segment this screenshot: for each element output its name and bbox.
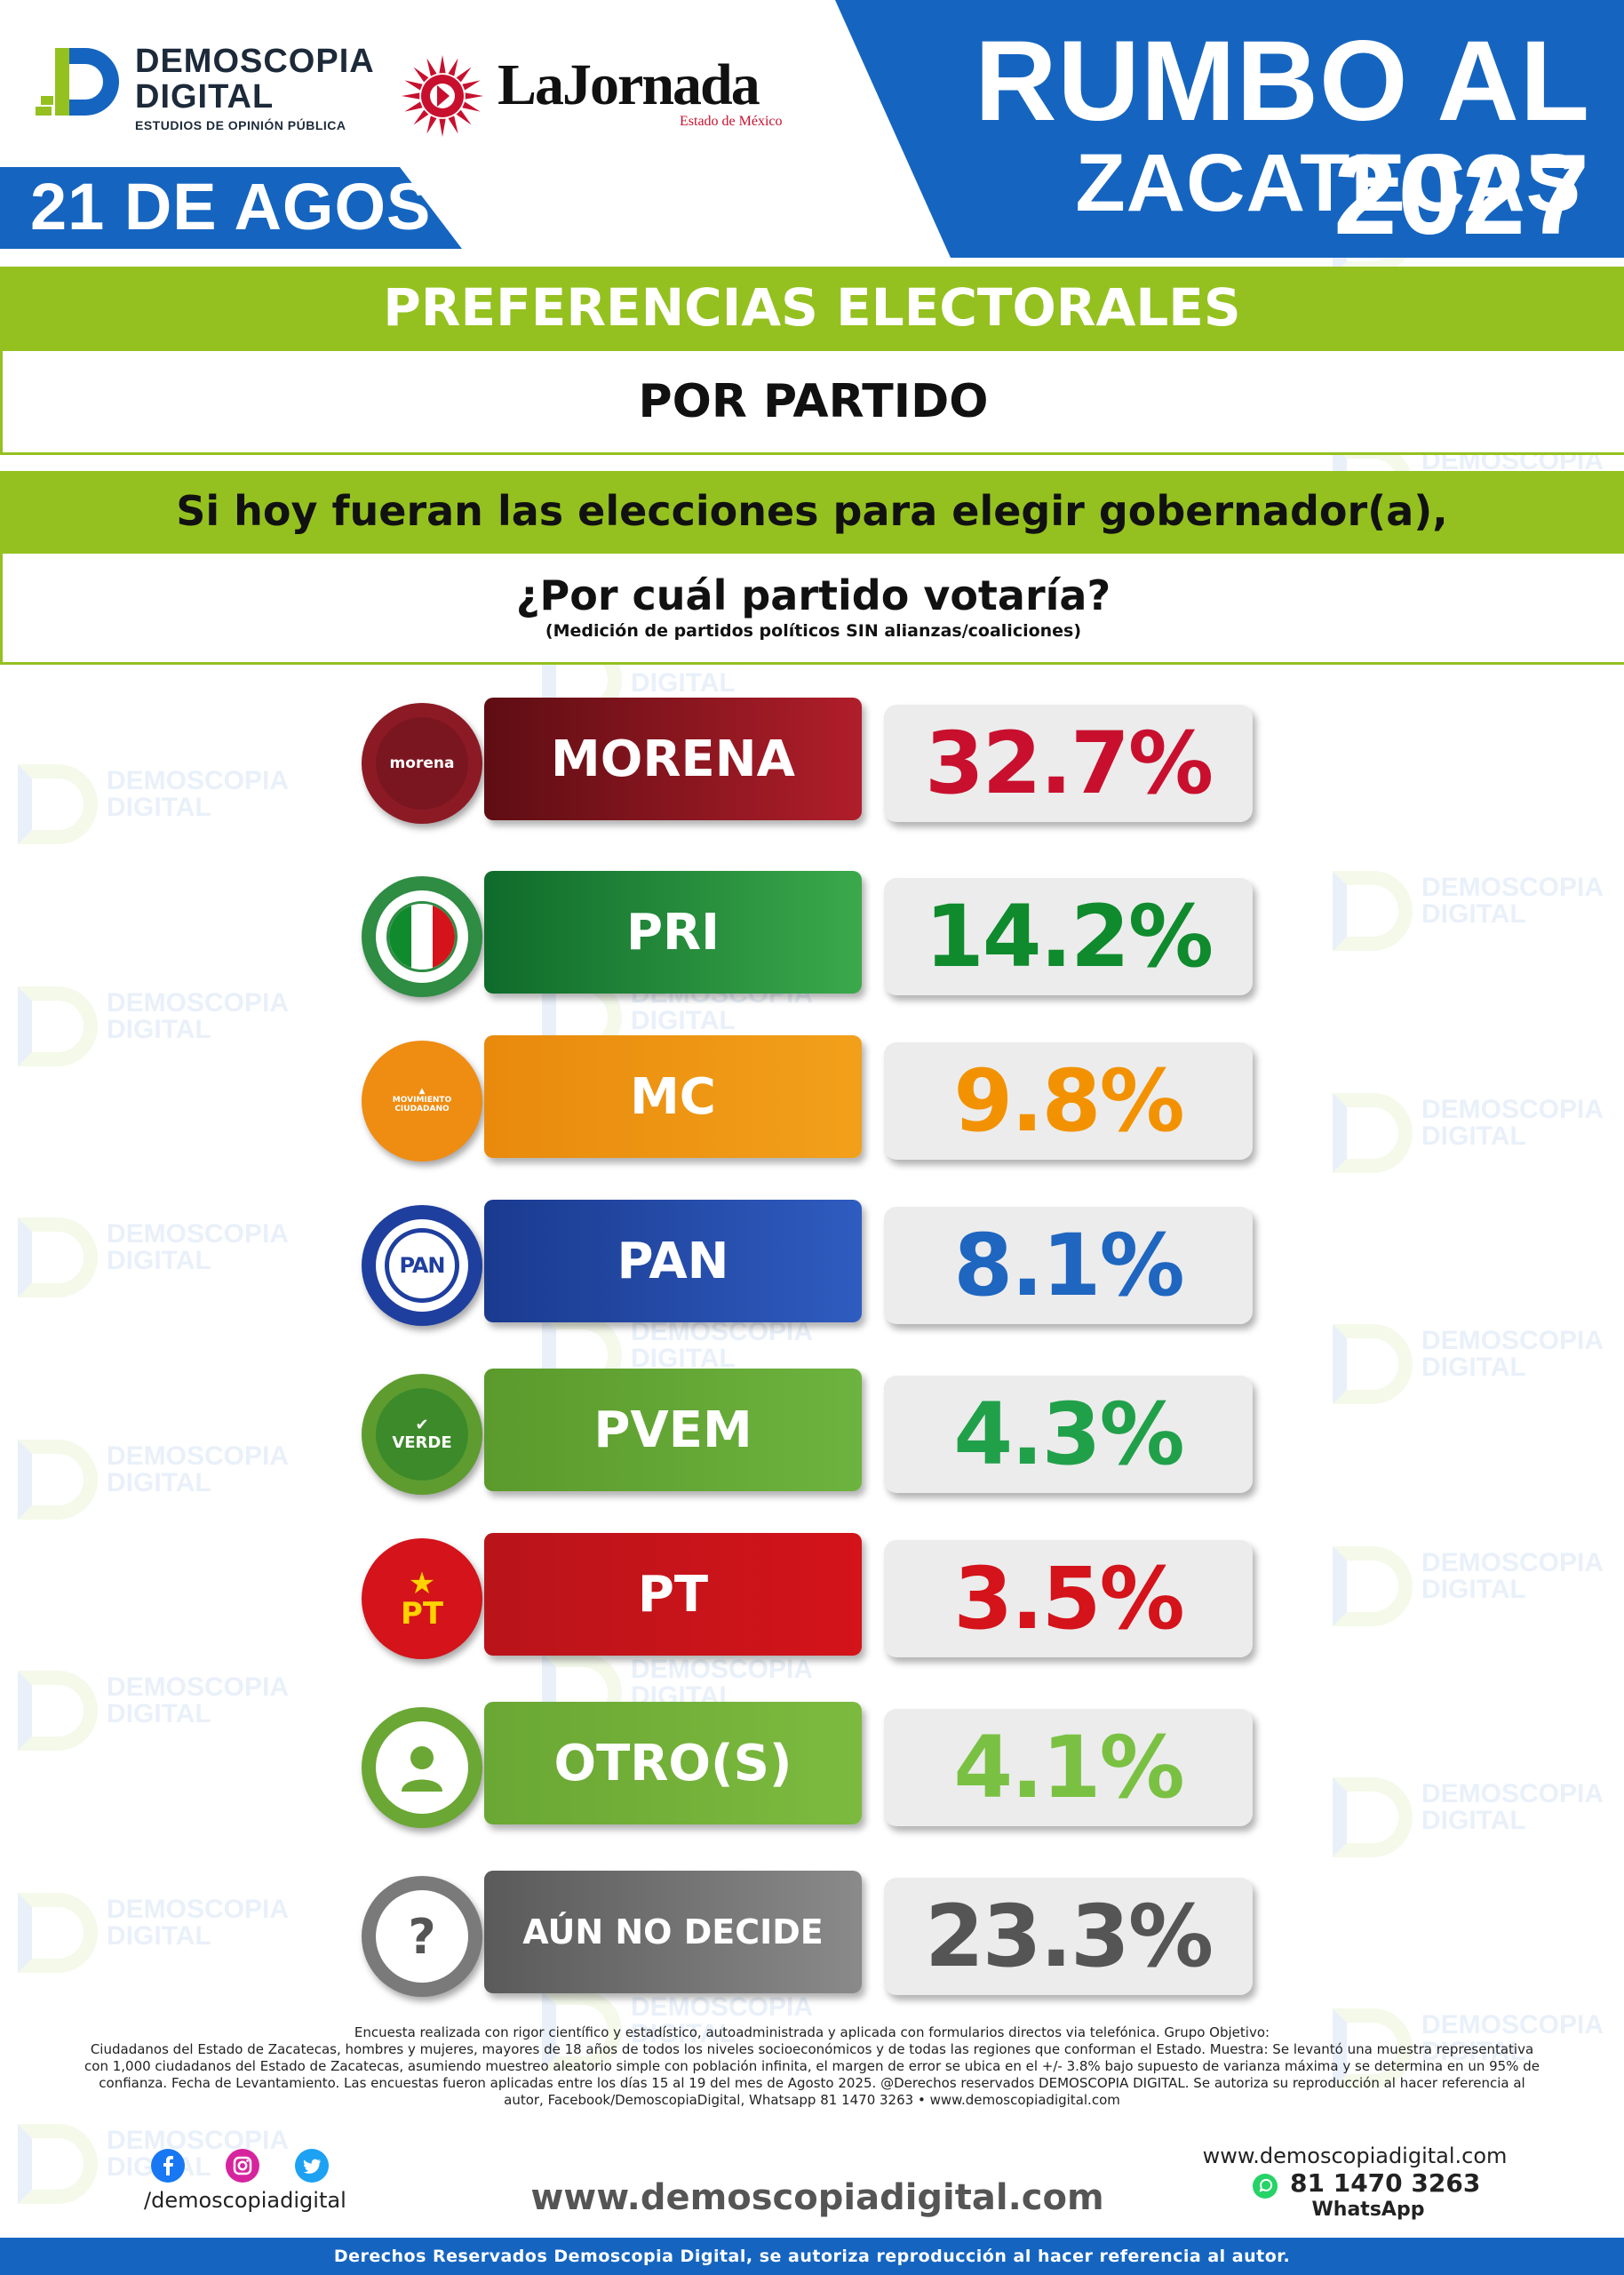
title-band: PREFERENCIAS ELECTORALES [0, 267, 1624, 348]
party-name-box: AÚN NO DECIDE [484, 1871, 862, 1993]
question-note: (Medición de partidos políticos SIN alia… [545, 621, 1082, 641]
party-row: PAN PAN 8.1% [0, 1200, 1624, 1329]
phone-number[interactable]: 81 1470 3263 [1290, 2168, 1481, 2198]
party-value-box: 8.1% [884, 1207, 1253, 1324]
methodology-note: Encuesta realizada con rigor científico … [36, 2024, 1588, 2109]
party-value-box: 23.3% [884, 1878, 1253, 1995]
party-name-box: MORENA [484, 698, 862, 820]
party-logo-icon: ▲ MOVIMIENTO CIUDADANO [362, 1041, 482, 1161]
party-logo-icon: PAN [362, 1205, 482, 1326]
methodology-line4: confianza. Fecha de Levantamiento. Las e… [99, 2075, 1525, 2091]
brand-line1: DEMOSCOPIA [135, 43, 375, 80]
party-name: PVEM [593, 1401, 752, 1459]
party-percentage: 3.5% [953, 1549, 1184, 1648]
main-title: PREFERENCIAS ELECTORALES [383, 277, 1241, 338]
party-logo-inner: ? [376, 1890, 468, 1983]
rights-bar: Derechos Reservados Demoscopia Digital, … [0, 2238, 1624, 2275]
party-percentage: 4.3% [953, 1385, 1184, 1484]
party-name-box: OTRO(S) [484, 1702, 862, 1824]
brand-tagline: ESTUDIOS DE OPINIÓN PÚBLICA [135, 118, 346, 132]
question-band-2: ¿Por cuál partido votaría? (Medición de … [0, 551, 1624, 665]
party-percentage: 4.1% [953, 1718, 1184, 1817]
party-value-box: 32.7% [884, 705, 1253, 822]
party-name-box: PT [484, 1533, 862, 1656]
rights-text: Derechos Reservados Demoscopia Digital, … [333, 2247, 1291, 2266]
party-row: OTRO(S) 4.1% [0, 1702, 1624, 1831]
demoscopia-brand: DEMOSCOPIA DIGITAL ESTUDIOS DE OPINIÓN P… [135, 44, 375, 132]
party-name-box: PRI [484, 871, 862, 994]
party-value-box: 9.8% [884, 1042, 1253, 1160]
question-line2: ¿Por cuál partido votaría? [515, 571, 1111, 619]
party-logo-inner [376, 890, 468, 983]
party-percentage: 8.1% [953, 1216, 1184, 1315]
social-handle[interactable]: /demoscopiadigital [144, 2188, 346, 2213]
party-logo-icon [362, 1707, 482, 1828]
party-name: OTRO(S) [553, 1734, 792, 1792]
headline: RUMBO AL 2027 [975, 18, 1590, 259]
party-row: PRI 14.2% [0, 871, 1624, 1000]
instagram-icon[interactable] [226, 2149, 259, 2183]
party-row: ▲ MOVIMIENTO CIUDADANO MC 9.8% [0, 1035, 1624, 1164]
methodology-line1: Encuesta realizada con rigor científico … [354, 2024, 1270, 2040]
whatsapp-icon [1253, 2174, 1278, 2199]
party-name: PRI [626, 903, 720, 962]
methodology-line2: Ciudadanos del Estado de Zacatecas, homb… [90, 2041, 1534, 2057]
demoscopia-logo-icon [36, 48, 119, 116]
whatsapp-label: WhatsApp [1311, 2199, 1425, 2221]
party-row: morena MORENA 32.7% [0, 698, 1624, 826]
header-blue-panel [835, 0, 1624, 258]
party-percentage: 14.2% [924, 887, 1214, 986]
question-line1: Si hoy fueran las elecciones para elegir… [176, 487, 1448, 535]
methodology-line3: con 1,000 ciudadanos del Estado de Zacat… [84, 2058, 1540, 2074]
header: DEMOSCOPIA DIGITAL ESTUDIOS DE OPINIÓN P… [0, 0, 1624, 258]
party-name: MC [630, 1067, 716, 1126]
subtitle: POR PARTIDO [638, 375, 989, 428]
party-name: PAN [617, 1232, 729, 1290]
facebook-icon[interactable] [151, 2149, 185, 2183]
party-logo-icon: morena [362, 703, 482, 824]
party-name-box: MC [484, 1035, 862, 1158]
date-text: 21 DE AGOSTO [30, 170, 523, 243]
party-logo-inner: ▲ MOVIMIENTO CIUDADANO [376, 1055, 468, 1147]
partner-subtitle: Estado de México [680, 114, 783, 129]
la-jornada-sun-icon [402, 55, 483, 137]
party-name-box: PVEM [484, 1369, 862, 1491]
brand-line2: DIGITAL [135, 78, 275, 116]
website-link-right[interactable]: www.demoscopiadigital.com [1202, 2143, 1508, 2168]
party-percentage: 32.7% [924, 714, 1214, 813]
party-row: ★ PT PT 3.5% [0, 1533, 1624, 1662]
subtitle-band: POR PARTIDO [0, 348, 1624, 455]
party-row: ✔ VERDE PVEM 4.3% [0, 1369, 1624, 1497]
date-badge [0, 167, 462, 249]
party-name: PT [637, 1565, 709, 1624]
party-logo-inner: morena [376, 717, 468, 810]
party-value-box: 3.5% [884, 1540, 1253, 1657]
party-value-box: 4.1% [884, 1709, 1253, 1826]
party-row: ? AÚN NO DECIDE 23.3% [0, 1871, 1624, 2000]
party-logo-icon: ★ PT [362, 1538, 482, 1659]
region-title: ZACATECAS [1075, 138, 1581, 228]
party-percentage: 9.8% [953, 1051, 1184, 1151]
party-logo-icon: ✔ VERDE [362, 1374, 482, 1495]
party-logo-inner [376, 1721, 468, 1814]
party-value-box: 4.3% [884, 1376, 1253, 1493]
twitter-icon[interactable] [295, 2149, 329, 2183]
website-link[interactable]: www.demoscopiadigital.com [530, 2177, 1104, 2218]
party-percentage: 23.3% [924, 1887, 1214, 1986]
methodology-line5: autor, Facebook/DemoscopiaDigital, Whats… [504, 2092, 1120, 2108]
party-name-box: PAN [484, 1200, 862, 1322]
party-logo-inner: ★ PT [376, 1553, 468, 1645]
party-name: AÚN NO DECIDE [522, 1912, 824, 1952]
party-logo-inner: ✔ VERDE [376, 1388, 468, 1481]
question-band: Si hoy fueran las elecciones para elegir… [0, 471, 1624, 551]
party-logo-icon: ? [362, 1876, 482, 1997]
party-value-box: 14.2% [884, 878, 1253, 995]
party-logo-inner: PAN [376, 1219, 468, 1312]
party-name: MORENA [551, 730, 795, 788]
partner-logo-text: LaJornada [498, 52, 760, 117]
party-logo-icon [362, 876, 482, 997]
